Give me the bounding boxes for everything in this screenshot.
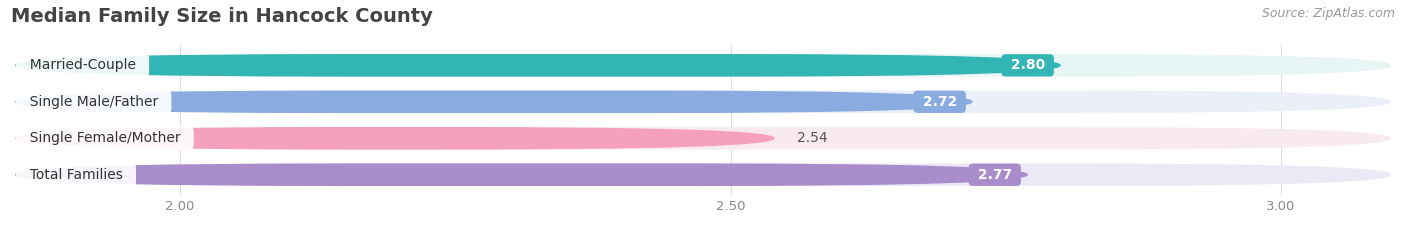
Text: Married-Couple: Married-Couple [21,58,145,72]
Text: Single Male/Father: Single Male/Father [21,95,166,109]
FancyBboxPatch shape [15,54,1060,77]
Text: 2.80: 2.80 [1005,58,1050,72]
FancyBboxPatch shape [15,90,973,113]
Text: 2.54: 2.54 [797,131,827,145]
Text: Single Female/Mother: Single Female/Mother [21,131,188,145]
FancyBboxPatch shape [15,163,1028,186]
FancyBboxPatch shape [15,127,775,150]
Text: 2.77: 2.77 [973,168,1017,182]
Text: Source: ZipAtlas.com: Source: ZipAtlas.com [1261,7,1395,20]
Text: 2.72: 2.72 [918,95,962,109]
Text: Total Families: Total Families [21,168,131,182]
FancyBboxPatch shape [15,163,1391,186]
FancyBboxPatch shape [15,90,1391,113]
Text: Median Family Size in Hancock County: Median Family Size in Hancock County [11,7,433,26]
FancyBboxPatch shape [15,54,1391,77]
FancyBboxPatch shape [15,127,1391,150]
